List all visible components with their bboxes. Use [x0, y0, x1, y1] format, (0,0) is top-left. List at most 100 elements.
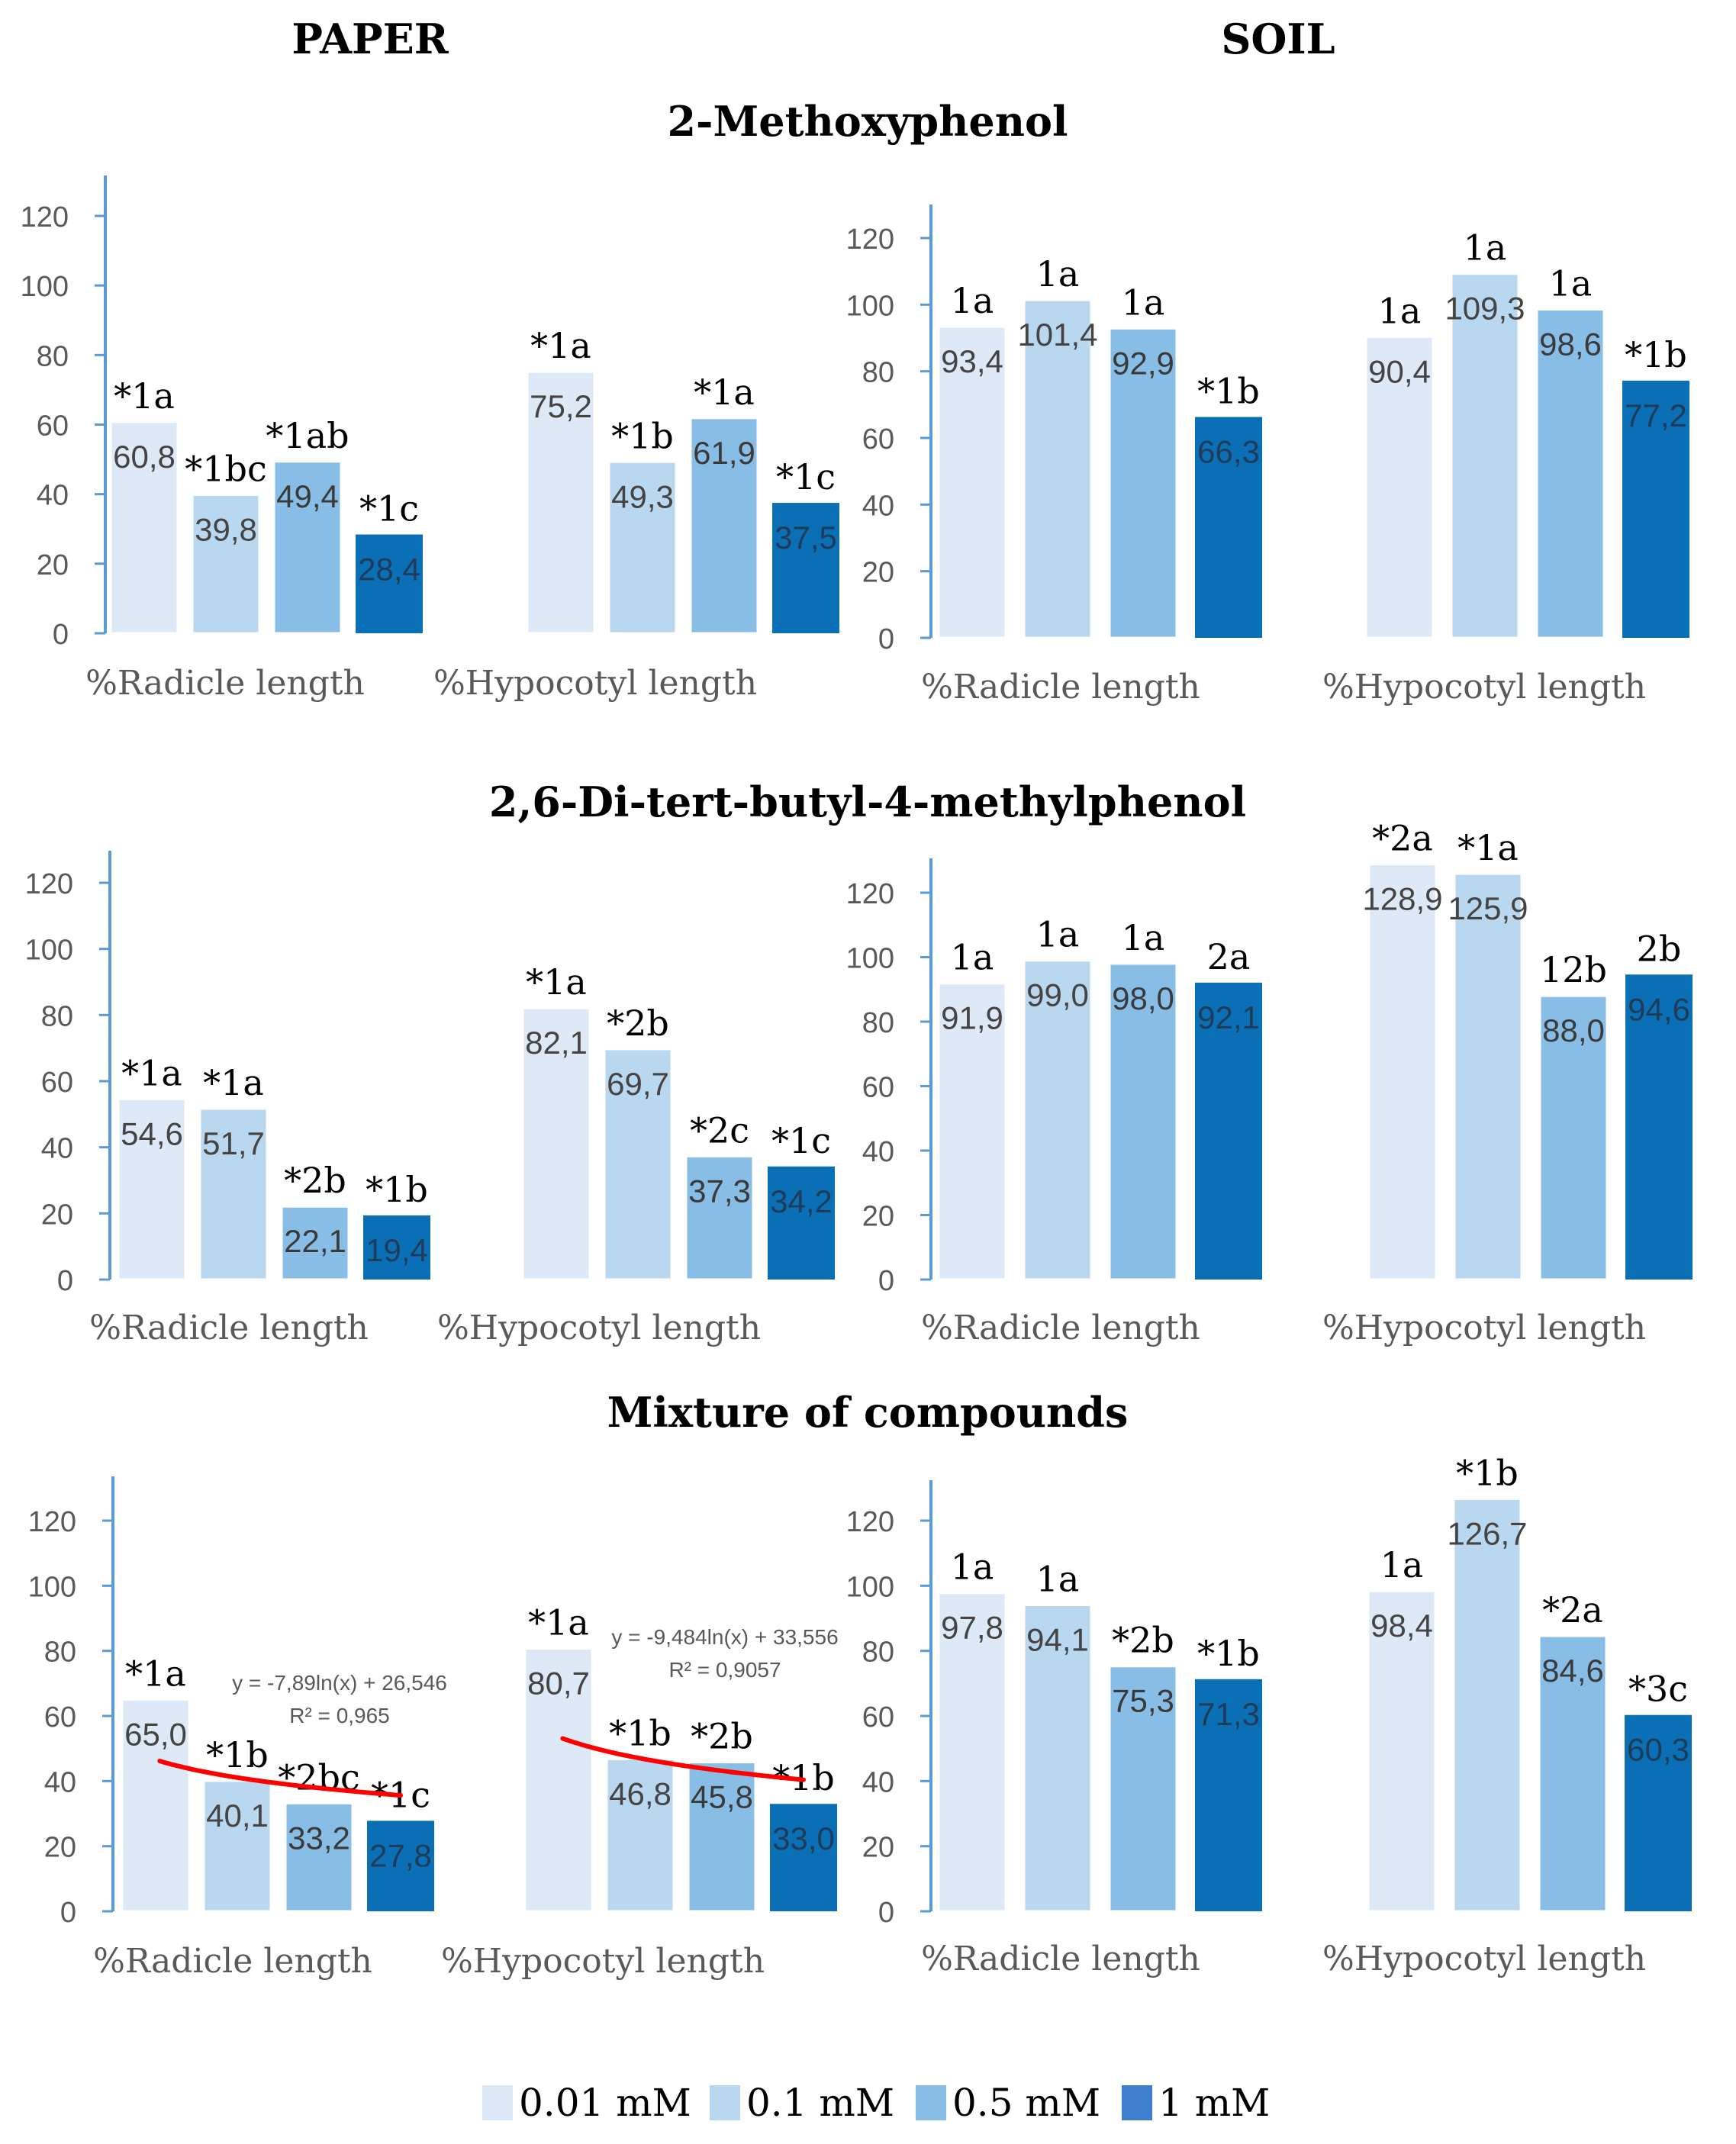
- section-title-bht: 2,6-Di-tert-butyl-4-methylphenol: [489, 777, 1246, 826]
- y-tick-label: 0: [878, 623, 894, 655]
- y-tick-label: 20: [41, 1199, 73, 1231]
- bar-value-label: 49,4: [276, 478, 339, 514]
- bar: [607, 460, 678, 635]
- chart-paper-bht: 0 20 40 60 80 100 120 54,6 *1a 51,7 *1a 22,1 *2b 19,4…: [25, 851, 835, 1347]
- bar-value-label: 99,0: [1026, 977, 1089, 1013]
- bar-significance-label: 1a: [1122, 917, 1165, 958]
- category-label: %Hypocotyl length: [437, 1309, 761, 1347]
- trendline-r2: R² = 0,9057: [668, 1658, 781, 1682]
- bar-value-label: 75,2: [530, 388, 592, 424]
- bar-significance-label: 1a: [1036, 914, 1080, 955]
- bar-significance-label: *1a: [526, 961, 587, 1003]
- bar-value-label: 61,9: [693, 435, 755, 471]
- y-tick-label: 100: [25, 935, 73, 967]
- bar: [772, 503, 839, 633]
- bar: [363, 1215, 430, 1280]
- bar-significance-label: *2a: [1372, 817, 1433, 858]
- bar-value-label: 28,4: [358, 552, 420, 588]
- bar-significance-label: *1b: [611, 415, 674, 456]
- bar: [1453, 872, 1523, 1281]
- bar-significance-label: 1a: [1122, 282, 1165, 323]
- chart-soil-methoxyphenol: 0 20 40 60 80 100 120 93,4 1a 101,4 1a 92,9 1a 66,3 *1…: [846, 204, 1689, 707]
- chart-soil-mixture: 0 20 40 60 80 100 120 97,8 1a 94,1 1a 75,3 *2b 71,3 *1…: [846, 1452, 1692, 1978]
- bar-value-label: 98,4: [1370, 1608, 1433, 1643]
- bar: [1108, 962, 1178, 1281]
- bar-value-label: 126,7: [1447, 1515, 1527, 1551]
- bar: [1023, 959, 1093, 1281]
- y-tick-label: 100: [21, 271, 69, 303]
- bar: [684, 1154, 755, 1281]
- y-tick-label: 20: [862, 557, 894, 589]
- bar-significance-label: *1b: [1625, 334, 1687, 375]
- bar: [121, 1698, 191, 1913]
- bar: [1195, 417, 1262, 638]
- bar-value-label: 33,0: [772, 1820, 835, 1856]
- bar-value-label: 60,3: [1627, 1732, 1689, 1768]
- category-label: %Hypocotyl length: [1322, 1940, 1646, 1978]
- legend-label-05: 0.5 mM: [952, 2081, 1100, 2125]
- bar-significance-label: *2b: [691, 1716, 753, 1757]
- section-title-methoxyphenol: 2-Methoxyphenol: [667, 97, 1068, 146]
- bar-value-label: 82,1: [525, 1025, 588, 1061]
- bar-significance-label: 1a: [951, 1547, 994, 1588]
- bar: [1023, 298, 1093, 639]
- bar-significance-label: 1a: [1036, 1559, 1080, 1600]
- bar-significance-label: *1b: [1197, 370, 1260, 411]
- chart-paper-methoxyphenol: 0 20 40 60 80 100 120 60,8 *1a 39,8 *1bc 49,4 *1ab 28…: [21, 175, 839, 703]
- y-tick-label: 0: [60, 1897, 76, 1929]
- y-tick-label: 80: [44, 1637, 76, 1669]
- bar-value-label: 51,7: [202, 1125, 265, 1161]
- bar-significance-label: 2a: [1207, 936, 1251, 977]
- bar: [1625, 1714, 1692, 1911]
- bar-significance-label: *1b: [206, 1734, 269, 1775]
- bar: [191, 494, 261, 635]
- bar-significance-label: 1a: [951, 937, 994, 978]
- trendline-equation: y = -7,89ln(x) + 26,546: [232, 1671, 447, 1695]
- y-tick-label: 100: [846, 290, 894, 322]
- bar-value-label: 65,0: [124, 1717, 187, 1753]
- legend-swatch-05: [916, 2085, 946, 2120]
- bar-significance-label: *2b: [1112, 1620, 1174, 1661]
- bar-value-label: 60,8: [113, 439, 176, 475]
- category-label: %Hypocotyl length: [1322, 668, 1646, 707]
- bar-value-label: 97,8: [941, 1610, 1003, 1646]
- bar-value-label: 98,6: [1539, 326, 1602, 362]
- bar: [1364, 335, 1435, 639]
- bar: [1367, 1589, 1437, 1913]
- bar-significance-label: *2c: [690, 1109, 749, 1151]
- bar-value-label: 90,4: [1368, 353, 1431, 389]
- y-tick-label: 20: [37, 549, 69, 581]
- bar: [1452, 1497, 1522, 1913]
- bar-value-label: 45,8: [691, 1779, 753, 1815]
- legend: 0.01 mM 0.1 mM 0.5 mM 1 mM: [482, 2081, 1270, 2125]
- bar-value-label: 92,1: [1197, 1000, 1260, 1035]
- legend-item: 1 mM: [1122, 2081, 1270, 2125]
- y-tick-label: 120: [846, 878, 894, 910]
- y-tick-label: 120: [28, 1506, 76, 1538]
- legend-label-01: 0.1 mM: [746, 2081, 894, 2125]
- category-label: %Hypocotyl length: [433, 664, 757, 703]
- legend-swatch-001: [482, 2085, 513, 2120]
- bar: [202, 1779, 272, 1913]
- y-tick-label: 120: [21, 201, 69, 233]
- bar: [605, 1757, 675, 1913]
- bar-value-label: 93,4: [941, 343, 1003, 379]
- bar: [198, 1107, 269, 1281]
- y-tick-label: 120: [25, 868, 73, 900]
- bar-significance-label: *1c: [776, 456, 836, 497]
- bar-value-label: 37,5: [775, 520, 837, 555]
- bar-significance-label: *1a: [1457, 827, 1519, 868]
- bar: [1535, 307, 1606, 639]
- bar: [523, 1647, 594, 1913]
- y-tick-label: 100: [846, 1571, 894, 1603]
- bar: [1538, 1634, 1608, 1913]
- bar-value-label: 98,0: [1112, 980, 1174, 1016]
- bar-value-label: 33,2: [288, 1820, 350, 1856]
- category-label: %Hypocotyl length: [1322, 1309, 1646, 1347]
- bar-significance-label: 1a: [1378, 290, 1422, 331]
- y-tick-label: 120: [846, 1506, 894, 1538]
- bar-value-label: 71,3: [1197, 1696, 1260, 1732]
- legend-label-1: 1 mM: [1158, 2081, 1270, 2125]
- bar-significance-label: *2b: [607, 1003, 669, 1044]
- bar-value-label: 94,1: [1026, 1622, 1089, 1658]
